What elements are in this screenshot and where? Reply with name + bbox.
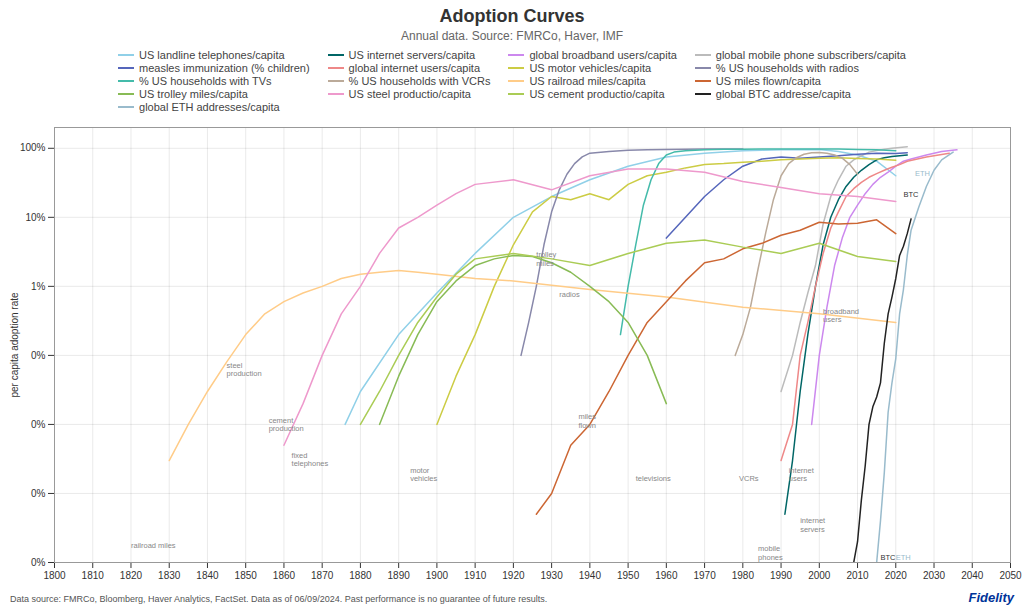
svg-text:1860: 1860 <box>273 570 296 581</box>
svg-text:1%: 1% <box>31 281 46 292</box>
svg-text:1800: 1800 <box>43 570 66 581</box>
svg-text:1870: 1870 <box>311 570 334 581</box>
svg-text:VCRs: VCRs <box>739 474 759 483</box>
svg-text:0%: 0% <box>31 557 46 568</box>
svg-text:mobilephones: mobilephones <box>758 544 783 561</box>
html-text:US miles flown/capita: US miles flown/capita <box>715 75 821 87</box>
svg-text:1980: 1980 <box>732 570 755 581</box>
svg-text:steelproduction: steelproduction <box>227 361 262 378</box>
html-text:% US households with TVs: % US households with TVs <box>139 75 272 87</box>
svg-text:1950: 1950 <box>617 570 640 581</box>
svg-text:100%: 100% <box>20 142 46 153</box>
html-text:Annual data. Source: FMRCo, Ha: Annual data. Source: FMRCo, Haver, IMF <box>401 29 623 43</box>
svg-text:1930: 1930 <box>540 570 563 581</box>
html-text:Data source: FMRCo, Bloomberg,: Data source: FMRCo, Bloomberg, Haver Ana… <box>10 594 548 604</box>
svg-text:2040: 2040 <box>961 570 984 581</box>
html-text:US motor vehicles/capita: US motor vehicles/capita <box>529 62 652 74</box>
svg-text:2020: 2020 <box>885 570 908 581</box>
svg-text:0%: 0% <box>31 350 46 361</box>
svg-text:1940: 1940 <box>579 570 602 581</box>
svg-text:milesflown: milesflown <box>578 412 596 429</box>
svg-text:1830: 1830 <box>158 570 181 581</box>
svg-text:televisions: televisions <box>636 474 671 483</box>
svg-text:internetusers: internetusers <box>789 466 815 483</box>
svg-text:0%: 0% <box>31 488 46 499</box>
svg-text:radios: radios <box>559 290 580 299</box>
svg-text:per capita adoption rate: per capita adoption rate <box>9 292 20 398</box>
html-text:US cement productio/capita: US cement productio/capita <box>529 88 665 100</box>
svg-text:BTC: BTC <box>903 190 919 199</box>
svg-text:2030: 2030 <box>923 570 946 581</box>
html-text:measles immunization (% childr: measles immunization (% children) <box>139 62 310 74</box>
html-text:% US households with VCRs: % US households with VCRs <box>348 75 491 87</box>
svg-text:trolleymiles: trolleymiles <box>536 250 556 267</box>
svg-text:motorvehicles: motorvehicles <box>410 466 437 483</box>
html-text:US steel productio/capita: US steel productio/capita <box>348 88 471 100</box>
svg-text:2000: 2000 <box>808 570 831 581</box>
svg-text:broadbandusers: broadbandusers <box>823 307 859 324</box>
svg-text:ETH: ETH <box>915 169 930 178</box>
svg-text:1970: 1970 <box>693 570 716 581</box>
svg-text:10%: 10% <box>25 212 45 223</box>
html-text:global mobile phone subscriber: global mobile phone subscribers/capita <box>715 49 906 61</box>
svg-text:1820: 1820 <box>120 570 143 581</box>
html-text:Fidelity: Fidelity <box>968 590 1014 605</box>
html-text:US railroad miles/capita: US railroad miles/capita <box>529 75 646 87</box>
svg-text:1960: 1960 <box>655 570 678 581</box>
html-text:US trolley miles/capita: US trolley miles/capita <box>139 88 248 100</box>
svg-text:1840: 1840 <box>196 570 219 581</box>
svg-text:0%: 0% <box>31 419 46 430</box>
html-text:US internet servers/capita: US internet servers/capita <box>348 49 476 61</box>
svg-text:2050: 2050 <box>999 570 1022 581</box>
svg-text:2010: 2010 <box>846 570 869 581</box>
svg-text:1920: 1920 <box>502 570 525 581</box>
svg-text:railroad miles: railroad miles <box>131 541 176 550</box>
html-text:% US households with radios: % US households with radios <box>715 62 859 74</box>
html-text:US landline telephones/capita: US landline telephones/capita <box>139 49 285 61</box>
html-text:global internet users/capita: global internet users/capita <box>348 62 480 74</box>
svg-text:1810: 1810 <box>82 570 105 581</box>
svg-text:1990: 1990 <box>770 570 793 581</box>
html-text:global broadband users/capita: global broadband users/capita <box>529 49 677 61</box>
html-text:Adoption Curves: Adoption Curves <box>439 6 585 26</box>
svg-text:1910: 1910 <box>464 570 487 581</box>
svg-text:cementproduction: cementproduction <box>269 416 304 433</box>
svg-text:1880: 1880 <box>349 570 372 581</box>
svg-text:ETH: ETH <box>896 553 911 562</box>
svg-text:fixedtelephones: fixedtelephones <box>292 451 329 468</box>
svg-text:1890: 1890 <box>388 570 411 581</box>
html-text:global ETH addresses/capita: global ETH addresses/capita <box>139 101 280 113</box>
svg-text:1900: 1900 <box>426 570 449 581</box>
svg-text:BTC: BTC <box>880 553 896 562</box>
svg-text:internetservers: internetservers <box>800 516 826 533</box>
html-text:global BTC addresse/capita: global BTC addresse/capita <box>715 88 851 100</box>
svg-text:1850: 1850 <box>235 570 258 581</box>
